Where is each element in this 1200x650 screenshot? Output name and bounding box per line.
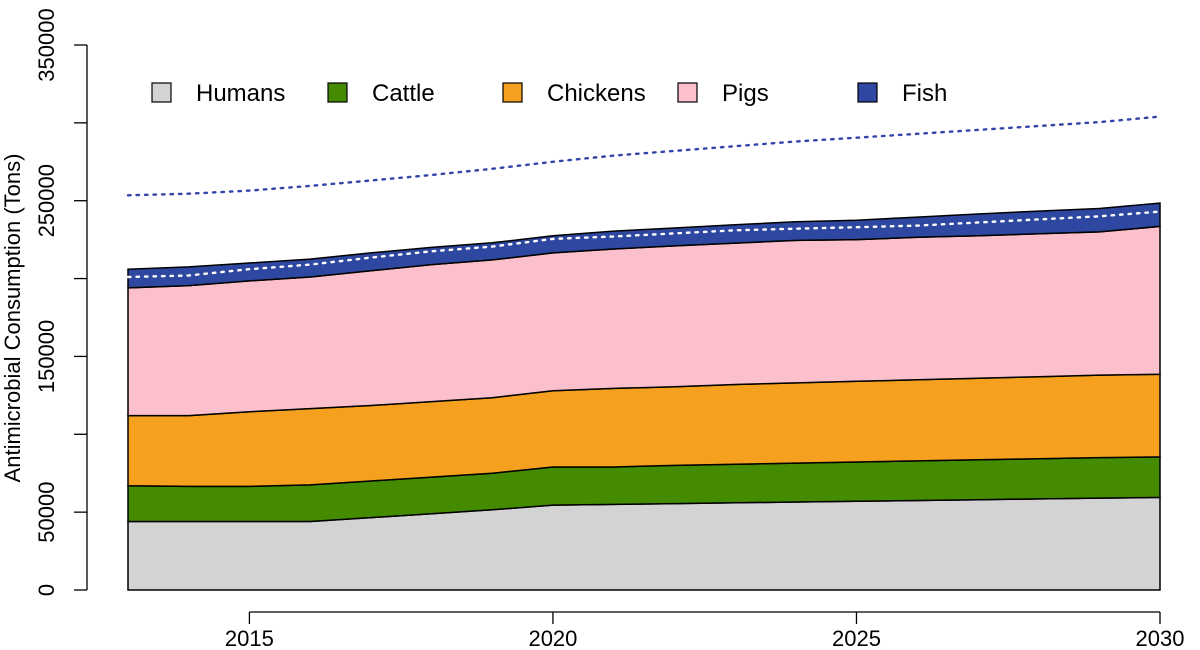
legend-swatch-chickens <box>502 82 523 103</box>
y-tick-label: 250000 <box>34 164 59 237</box>
legend-label-cattle: Cattle <box>372 80 435 107</box>
dotted-lines <box>126 115 1162 279</box>
x-tick-label: 2015 <box>225 626 274 650</box>
legend-swatch-fish <box>857 82 878 103</box>
legend-label-pigs: Pigs <box>722 80 769 107</box>
legend-swatch-humans <box>151 82 172 103</box>
legend-label-fish: Fish <box>902 80 947 107</box>
y-axis-label: Antimicrobial Consumption (Tons) <box>0 154 25 483</box>
dotted-line-2 <box>126 115 1162 197</box>
legend-label-chickens: Chickens <box>547 80 646 107</box>
plot-areas <box>127 202 1161 591</box>
y-tick-label: 50000 <box>34 482 59 543</box>
legend-label-humans: Humans <box>196 80 285 107</box>
y-tick-label: 350000 <box>34 8 59 81</box>
legend: Humans Cattle Chickens Pigs Fish <box>151 80 947 107</box>
x-tick-label: 2030 <box>1136 626 1185 650</box>
y-tick-label: 150000 <box>34 320 59 393</box>
x-tick-label: 2025 <box>832 626 881 650</box>
y-tick-label: 0 <box>34 584 59 596</box>
legend-swatch-pigs <box>677 82 698 103</box>
x-tick-label: 2020 <box>528 626 577 650</box>
y-axis: 0 50000 150000 250000 350000 <box>34 8 88 596</box>
dotted-line-1 <box>126 210 1162 279</box>
area-fish <box>127 202 1161 289</box>
legend-swatch-cattle <box>327 82 348 103</box>
x-axis: 2015 2020 2025 2030 <box>225 611 1185 650</box>
